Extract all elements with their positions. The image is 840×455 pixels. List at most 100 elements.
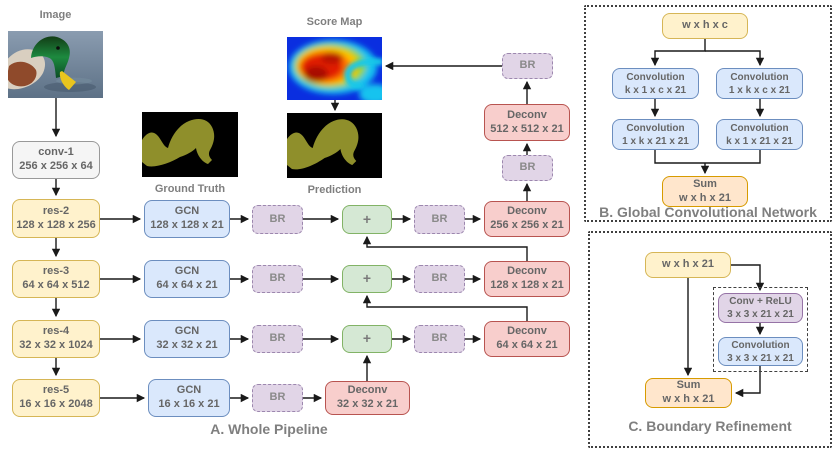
- prediction-mask: [287, 113, 382, 178]
- br-block-input-box: w x h x 21: [645, 252, 731, 278]
- br-text: BR: [269, 332, 286, 345]
- deconv-128-box: Deconv 128 x 128 x 21: [484, 261, 570, 297]
- gcn-block-caption: B. Global Convolutional Network: [599, 204, 817, 220]
- plus-text: +: [362, 270, 372, 287]
- box-dims: k x 1 x 21 x 21: [726, 135, 793, 147]
- box-dims: 32 x 32 x 21: [336, 398, 399, 410]
- br-box-row2-b: BR: [414, 265, 465, 293]
- ground-truth-image: [142, 112, 238, 177]
- score-map-image: [287, 37, 382, 100]
- box-title: res-4: [42, 325, 70, 338]
- gcn-box-1: GCN 128 x 128 x 21: [144, 200, 230, 238]
- br-box-row3-b: BR: [414, 325, 465, 353]
- res3-box: res-3 64 x 64 x 512: [12, 260, 100, 298]
- plus-text: +: [362, 210, 372, 227]
- ground-truth-mask: [142, 112, 238, 177]
- box-title: Deconv: [507, 205, 547, 218]
- box-dims: 16 x 16 x 2048: [19, 398, 93, 410]
- br-text: BR: [269, 272, 286, 285]
- box-title: res-2: [42, 204, 70, 217]
- deconv-256-box: Deconv 256 x 256 x 21: [484, 201, 570, 237]
- box-dims: 64 x 64 x 21: [496, 339, 558, 351]
- box-title: GCN: [174, 325, 200, 338]
- deconv-512-box: Deconv 512 x 512 x 21: [484, 104, 570, 141]
- br-text: BR: [431, 212, 448, 225]
- box-title: w x h x 21: [662, 258, 714, 271]
- box-title: conv-1: [38, 146, 74, 159]
- box-dims: w x h x 21: [679, 191, 731, 204]
- box-title: Deconv: [347, 384, 388, 397]
- box-title: GCN: [174, 205, 200, 218]
- duck-head: [31, 36, 70, 78]
- score-map-label: Score Map: [306, 16, 363, 28]
- gcn-block-conv-left-1: Convolution k x 1 x c x 21: [612, 68, 699, 99]
- box-dims: 256 x 256 x 64: [19, 160, 93, 172]
- gcn-box-4: GCN 16 x 16 x 21: [148, 379, 230, 417]
- gcn-block-panel: [584, 5, 832, 222]
- res4-box: res-4 32 x 32 x 1024: [12, 320, 100, 358]
- box-title: w x h x c: [682, 19, 728, 32]
- plus-text: +: [362, 330, 372, 347]
- br-box-row1-b: BR: [414, 205, 465, 234]
- box-title: Deconv: [507, 108, 547, 121]
- gcn-box-3: GCN 32 x 32 x 21: [144, 320, 230, 358]
- box-dims: 32 x 32 x 1024: [19, 339, 93, 351]
- box-title: Conv + ReLU: [729, 296, 792, 307]
- box-title: Convolution: [731, 339, 790, 351]
- box-dims: k x 1 x c x 21: [624, 84, 687, 96]
- box-dims: 64 x 64 x 512: [22, 279, 90, 291]
- br-box-row2-a: BR: [252, 265, 303, 293]
- duck-beak: [59, 71, 76, 90]
- res5-box: res-5 16 x 16 x 2048: [12, 379, 100, 417]
- box-title: GCN: [176, 384, 202, 397]
- prediction-label: Prediction: [307, 184, 362, 196]
- box-dims: 128 x 128 x 256: [16, 218, 96, 231]
- res2-box: res-2 128 x 128 x 256: [12, 199, 100, 238]
- sum-node-row2: +: [342, 265, 392, 293]
- duck-breast: [8, 61, 37, 87]
- box-title: Deconv: [507, 265, 547, 278]
- br-block-sum-box: Sum w x h x 21: [645, 378, 732, 408]
- deconv-64-box: Deconv 64 x 64 x 21: [484, 321, 570, 357]
- br-box-row1-a: BR: [252, 205, 303, 234]
- box-title: res-5: [42, 384, 70, 397]
- br-box-row4: BR: [252, 384, 303, 412]
- br-text: BR: [519, 161, 536, 174]
- ground-truth-label: Ground Truth: [154, 183, 226, 195]
- box-dims: 3 x 3 x 21 x 21: [727, 309, 794, 320]
- input-image: [8, 31, 103, 98]
- gcn-box-2: GCN 64 x 64 x 21: [144, 260, 230, 298]
- score-map-heatmap: [287, 37, 382, 100]
- box-title: Convolution: [626, 122, 685, 134]
- box-title: Sum: [676, 379, 701, 392]
- br-text: BR: [269, 212, 286, 225]
- br-text: BR: [431, 272, 448, 285]
- box-dims: w x h x 21: [662, 393, 715, 405]
- pipeline-caption: A. Whole Pipeline: [210, 421, 328, 437]
- box-dims: 32 x 32 x 21: [156, 339, 218, 351]
- box-title: Sum: [693, 177, 717, 190]
- box-title: res-3: [42, 265, 70, 278]
- duck-photo-illustration: [8, 31, 103, 98]
- box-dims: 1 x k x 21 x 21: [622, 135, 689, 147]
- input-image-label: Image: [39, 9, 72, 21]
- br-block-conv-box: Convolution 3 x 3 x 21 x 21: [718, 337, 803, 366]
- box-title: GCN: [174, 265, 200, 278]
- box-title: Convolution: [730, 71, 789, 83]
- box-dims: 16 x 16 x 21: [158, 398, 220, 410]
- gcn-block-conv-right-1: Convolution 1 x k x c x 21: [716, 68, 803, 99]
- br-box-row3-a: BR: [252, 325, 303, 353]
- sum-node-row1: +: [342, 205, 392, 234]
- box-dims: 64 x 64 x 21: [156, 279, 218, 291]
- br-block-conv-relu-box: Conv + ReLU 3 x 3 x 21 x 21: [718, 293, 803, 323]
- sum-node-row3: +: [342, 325, 392, 353]
- conv1-box: conv-1 256 x 256 x 64: [12, 141, 100, 179]
- gcn-block-sum-box: Sum w x h x 21: [662, 176, 748, 207]
- gcn-block-conv-left-2: Convolution 1 x k x 21 x 21: [612, 119, 699, 150]
- gcn-block-conv-right-2: Convolution k x 1 x 21 x 21: [716, 119, 803, 150]
- box-title: Deconv: [507, 325, 547, 338]
- duck-eye: [56, 46, 60, 50]
- box-dims: 3 x 3 x 21 x 21: [727, 352, 794, 364]
